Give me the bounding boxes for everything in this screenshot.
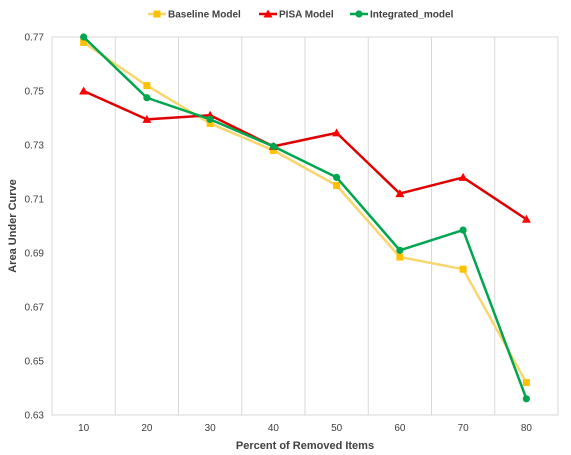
data-point-circle xyxy=(333,173,341,181)
data-point-square xyxy=(522,379,530,387)
data-point-triangle xyxy=(142,114,152,123)
data-point-triangle xyxy=(395,189,405,198)
data-point-circle xyxy=(459,226,467,234)
legend-label: Baseline Model xyxy=(168,10,241,21)
y-tick-label: 0.69 xyxy=(25,249,45,260)
y-tick-label: 0.73 xyxy=(25,141,45,152)
plot-frame xyxy=(51,36,559,416)
series-line xyxy=(82,36,528,400)
data-point-square xyxy=(269,146,277,154)
data-point-square xyxy=(153,10,161,18)
legend-item: Integrated_model xyxy=(350,10,454,21)
x-tick-label: 70 xyxy=(458,423,470,434)
series-0 xyxy=(80,38,530,387)
x-tick-label: 40 xyxy=(268,423,280,434)
legend-label: Integrated_model xyxy=(370,10,454,21)
series-line xyxy=(83,89,528,221)
grid xyxy=(51,36,559,416)
data-point-square xyxy=(396,253,404,261)
legend-item: PISA Model xyxy=(259,9,334,21)
y-tick-label: 0.67 xyxy=(25,303,45,314)
x-tick-label: 20 xyxy=(141,423,153,434)
data-point-circle xyxy=(396,246,404,254)
x-tick-label: 60 xyxy=(394,423,406,434)
data-point-square xyxy=(459,265,467,273)
data-point-triangle xyxy=(263,9,273,18)
data-point-triangle xyxy=(521,214,531,223)
y-axis-title: Area Under Curve xyxy=(7,179,19,273)
data-point-triangle xyxy=(332,128,342,137)
data-point-triangle xyxy=(458,172,468,181)
axes: 0.63 0.65 0.67 0.69 0.71 0.73 0.75 0.77 10 20 30 40… xyxy=(25,33,533,435)
series-line xyxy=(82,41,528,384)
y-tick-label: 0.77 xyxy=(25,33,45,44)
x-tick-label: 10 xyxy=(78,423,90,434)
y-tick-label: 0.75 xyxy=(25,87,45,98)
y-tick-label: 0.65 xyxy=(25,357,45,368)
data-point-circle xyxy=(80,33,88,41)
x-axis-title: Percent of Removed Items xyxy=(236,440,374,452)
data-point-circle xyxy=(143,94,151,102)
legend-item: Baseline Model xyxy=(148,10,241,21)
legend-label: PISA Model xyxy=(279,10,334,21)
data-point-square xyxy=(143,82,151,90)
data-point-circle xyxy=(355,10,363,18)
series-2 xyxy=(80,33,530,403)
y-tick-label: 0.71 xyxy=(25,195,45,206)
series-group xyxy=(79,33,531,403)
data-point-square xyxy=(80,38,88,46)
data-point-circle xyxy=(522,395,530,403)
x-tick-label: 80 xyxy=(521,423,533,434)
x-tick-label: 30 xyxy=(205,423,217,434)
y-tick-label: 0.63 xyxy=(25,411,45,422)
data-point-square xyxy=(206,119,214,127)
x-tick-label: 50 xyxy=(331,423,343,434)
legend: Baseline Model PISA Model Integrated_model xyxy=(148,9,454,21)
data-point-square xyxy=(333,182,341,189)
data-point-triangle xyxy=(79,86,89,95)
data-point-circle xyxy=(269,142,277,150)
data-point-circle xyxy=(206,115,214,123)
